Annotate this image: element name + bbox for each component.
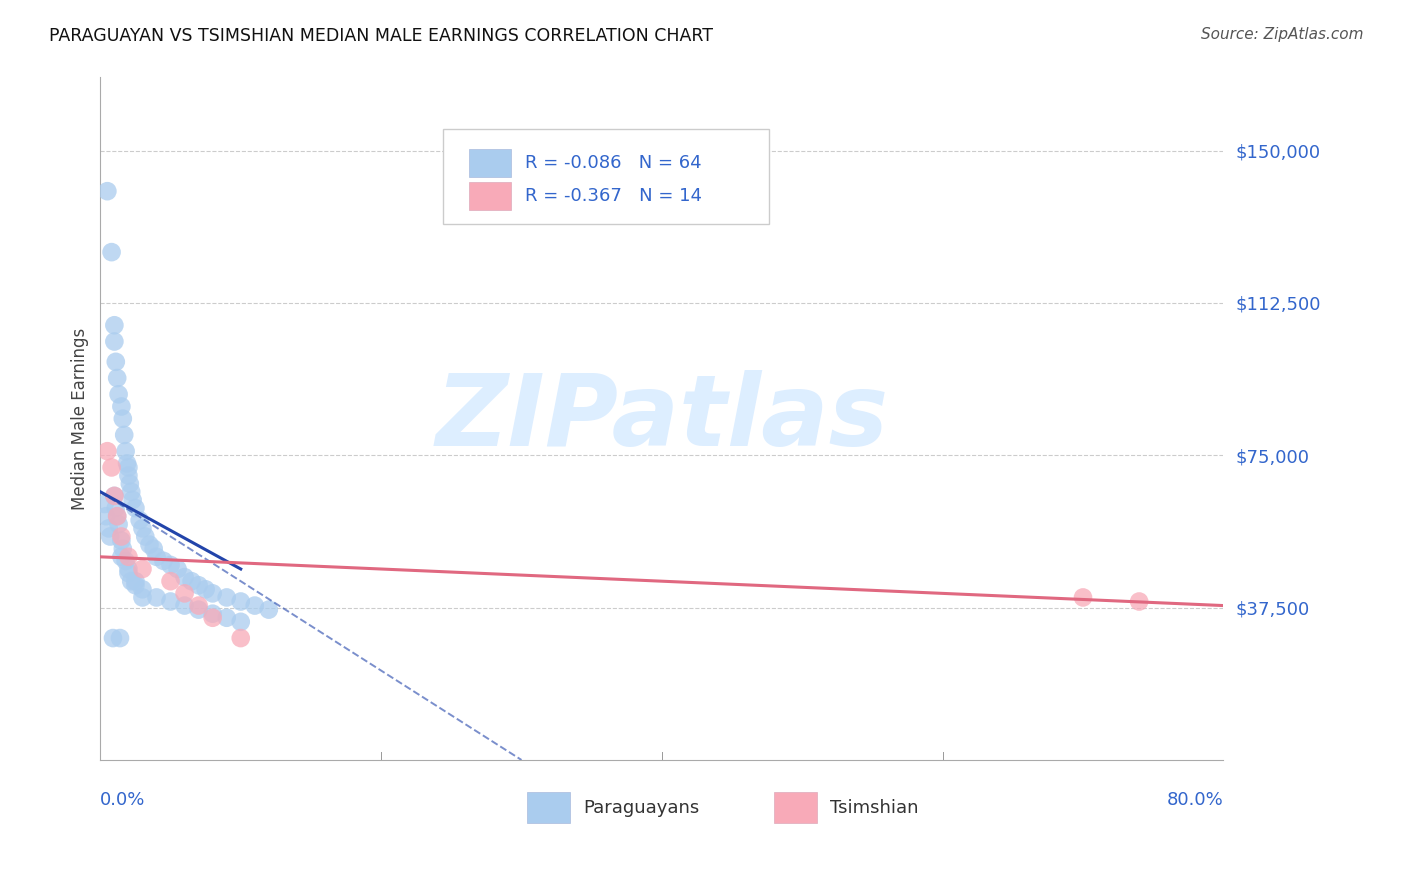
Point: [120, 574, 142, 589]
Point: [131, 591, 153, 605]
Point: [110, 529, 132, 543]
Point: [229, 615, 252, 629]
Point: [180, 574, 202, 589]
Point: [121, 492, 143, 507]
Text: ZIPatlas: ZIPatlas: [436, 370, 889, 467]
Point: [173, 599, 195, 613]
Point: [96, 184, 118, 198]
Point: [187, 602, 209, 616]
Point: [257, 602, 280, 616]
Point: [187, 578, 209, 592]
Point: [201, 611, 224, 625]
Point: [103, 489, 125, 503]
Point: [117, 460, 139, 475]
Point: [131, 582, 153, 597]
Point: [104, 355, 127, 369]
Point: [103, 334, 125, 349]
Point: [201, 607, 224, 621]
Point: [115, 456, 138, 470]
Point: [152, 554, 174, 568]
Point: [1071, 591, 1094, 605]
FancyBboxPatch shape: [468, 149, 512, 178]
Point: [243, 599, 266, 613]
Point: [117, 549, 139, 564]
Point: [128, 513, 150, 527]
Point: [124, 578, 146, 592]
Y-axis label: Median Male Earnings: Median Male Earnings: [72, 327, 89, 510]
Point: [120, 484, 142, 499]
Point: [114, 444, 136, 458]
Text: 0.0%: 0.0%: [100, 790, 146, 809]
Text: Tsimshian: Tsimshian: [831, 798, 920, 817]
Point: [105, 371, 128, 385]
Point: [159, 574, 181, 589]
Point: [131, 521, 153, 535]
Text: PARAGUAYAN VS TSIMSHIAN MEDIAN MALE EARNINGS CORRELATION CHART: PARAGUAYAN VS TSIMSHIAN MEDIAN MALE EARN…: [49, 27, 713, 45]
Point: [100, 245, 122, 260]
Point: [112, 428, 135, 442]
Point: [138, 538, 160, 552]
Point: [94, 509, 117, 524]
FancyBboxPatch shape: [527, 792, 569, 823]
Point: [100, 460, 122, 475]
Point: [173, 570, 195, 584]
Text: 80.0%: 80.0%: [1167, 790, 1223, 809]
Point: [111, 541, 134, 556]
Point: [93, 497, 115, 511]
Point: [229, 631, 252, 645]
Text: Paraguayans: Paraguayans: [583, 798, 700, 817]
Point: [103, 489, 125, 503]
Point: [98, 529, 121, 543]
Point: [145, 591, 167, 605]
Point: [134, 529, 156, 543]
Point: [111, 411, 134, 425]
Point: [142, 541, 165, 556]
Point: [117, 566, 139, 580]
Point: [194, 582, 217, 597]
Point: [145, 549, 167, 564]
Point: [110, 549, 132, 564]
Point: [124, 574, 146, 589]
Point: [124, 501, 146, 516]
Text: R = -0.367   N = 14: R = -0.367 N = 14: [524, 187, 702, 205]
Point: [159, 594, 181, 608]
FancyBboxPatch shape: [775, 792, 817, 823]
Point: [229, 594, 252, 608]
Point: [166, 562, 188, 576]
Text: Source: ZipAtlas.com: Source: ZipAtlas.com: [1201, 27, 1364, 42]
Point: [107, 387, 129, 401]
Point: [159, 558, 181, 572]
Point: [114, 554, 136, 568]
Point: [104, 501, 127, 516]
Point: [110, 533, 132, 548]
Text: R = -0.086   N = 64: R = -0.086 N = 64: [524, 154, 702, 172]
Point: [101, 631, 124, 645]
Point: [103, 318, 125, 333]
FancyBboxPatch shape: [443, 128, 769, 224]
Point: [96, 444, 118, 458]
Point: [173, 586, 195, 600]
Point: [110, 400, 132, 414]
Point: [131, 562, 153, 576]
Point: [108, 631, 131, 645]
Point: [215, 611, 238, 625]
Point: [118, 476, 141, 491]
Point: [187, 599, 209, 613]
Point: [105, 509, 128, 524]
Point: [97, 521, 120, 535]
Point: [117, 562, 139, 576]
Point: [215, 591, 238, 605]
Point: [105, 509, 128, 524]
Point: [1128, 594, 1150, 608]
FancyBboxPatch shape: [468, 182, 512, 211]
Point: [117, 468, 139, 483]
Point: [201, 586, 224, 600]
Point: [107, 517, 129, 532]
